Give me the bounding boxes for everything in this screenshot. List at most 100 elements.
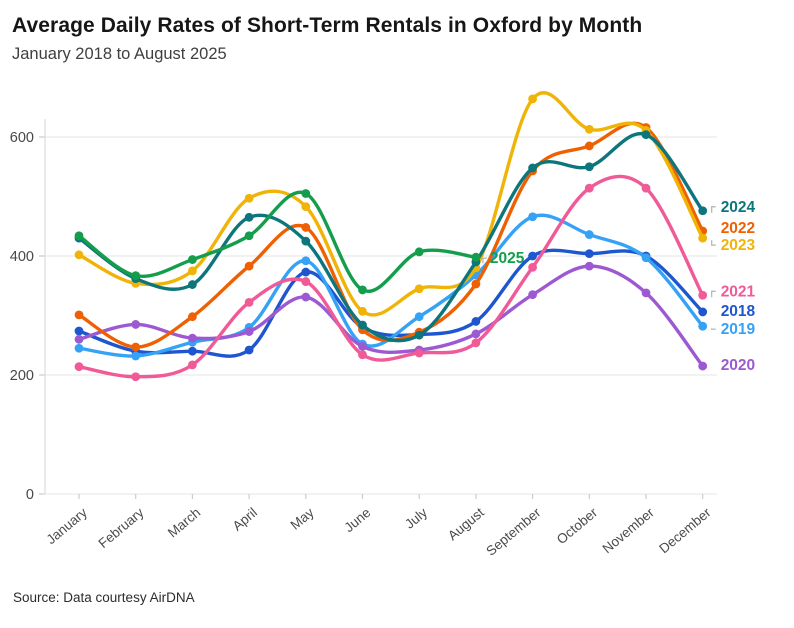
data-point-2022-February [131,342,141,352]
chart-subtitle: January 2018 to August 2025 [12,45,227,63]
data-point-2022-March [188,312,197,322]
data-point-2023-April [244,193,254,203]
data-point-2018-October [584,249,594,259]
data-point-2025-August [471,252,481,262]
data-point-2025-February [131,271,141,281]
label-connector-2023 [711,240,716,246]
xtick-label-July: July [402,505,430,532]
data-point-2022-January [74,310,84,320]
series-label-2018: 2018 [721,303,756,320]
data-point-2024-October [584,162,594,172]
data-point-2018-September [528,251,537,261]
chart-area: 0 200 400 600 January February March April May Ju… [0,64,794,586]
series-label-2021: 2021 [721,283,756,300]
data-point-2018-April [244,345,254,355]
data-point-2018-January [74,326,84,336]
data-point-2024-November [641,130,651,140]
data-point-2025-April [244,231,254,241]
data-point-2021-September [528,262,537,272]
xtick-label-November: November [600,504,658,556]
series-line-2023 [77,91,705,317]
data-point-2020-April [244,327,254,336]
data-point-2018-December [698,307,708,317]
label-connector-2021 [711,290,716,298]
label-connector-2019 [711,328,716,330]
series-label-2025: 2025 [490,250,525,267]
data-point-2020-September [528,290,537,300]
data-point-2020-May [301,292,311,302]
data-point-2023-May [301,202,311,212]
data-point-2021-March [188,360,197,370]
data-point-2020-February [131,320,141,329]
series-label-2023: 2023 [721,237,756,254]
data-point-2024-May [301,236,311,246]
data-point-2021-April [244,298,254,307]
data-point-2022-October [584,141,594,151]
chart-title: Average Daily Rates of Short-Term Rental… [12,14,643,37]
xtick-label-June: June [341,505,373,535]
data-point-2018-August [471,317,481,326]
xtick-label-February: February [96,505,147,551]
data-point-2023-July [414,284,424,294]
xtick-label-April: April [230,505,260,534]
ytick-label-400: 400 [10,249,34,265]
data-point-2022-May [301,223,311,232]
data-point-2024-September [528,163,537,173]
data-point-2020-October [584,261,594,271]
xtick-label-October: October [554,504,601,547]
data-point-2024-July [414,330,424,340]
data-point-2021-June [358,350,367,360]
data-point-2024-March [188,280,197,289]
data-point-2022-April [244,261,254,271]
data-point-2019-January [74,343,84,353]
data-point-2020-November [641,288,651,298]
label-connector-2024 [711,206,716,213]
series-line-2022 [77,121,705,349]
data-point-2021-August [471,338,481,348]
xtick-label-March: March [165,505,203,541]
data-point-2020-June [358,342,367,351]
data-point-2022-August [471,279,481,289]
ytick-label-0: 0 [26,487,34,503]
xtick-label-May: May [288,505,317,533]
data-point-2021-October [584,183,594,193]
data-point-2024-December [698,206,708,216]
data-point-2023-January [74,250,84,260]
ytick-label-600: 600 [10,130,34,146]
data-point-2018-May [301,267,311,277]
data-point-2019-December [698,321,708,331]
data-point-2025-June [358,285,367,295]
series-label-2024: 2024 [721,199,756,216]
series-label-2020: 2020 [721,357,755,374]
data-point-2024-June [358,320,367,330]
data-point-2023-June [358,306,367,316]
data-point-2025-March [188,255,197,264]
data-point-2019-October [584,230,594,239]
data-point-2025-July [414,247,424,257]
data-point-2023-October [584,124,594,134]
data-point-2023-December [698,233,708,243]
data-point-2019-February [131,351,141,361]
data-point-2019-November [641,253,651,263]
data-point-2020-January [74,334,84,344]
data-point-2025-January [74,231,84,241]
series-label-2022: 2022 [721,220,755,237]
data-point-2020-December [698,361,708,371]
xtick-label-August: August [445,505,487,544]
data-point-2019-September [528,212,537,222]
rates-line-chart: 0 200 400 600 January February March April May Ju… [10,91,756,559]
data-point-2024-April [244,212,254,222]
data-point-2023-March [188,266,197,276]
data-point-2021-January [74,362,84,372]
data-point-2020-March [188,333,197,343]
data-point-2019-May [301,256,311,266]
xtick-label-December: December [656,504,714,556]
ytick-label-200: 200 [10,368,34,384]
series-line-2025 [77,190,478,294]
chart-header: Average Daily Rates of Short-Term Rental… [0,0,794,64]
data-point-2021-November [641,183,651,193]
series-label-2019: 2019 [721,321,756,338]
xtick-label-September: September [483,504,544,558]
data-point-2021-February [131,372,141,382]
